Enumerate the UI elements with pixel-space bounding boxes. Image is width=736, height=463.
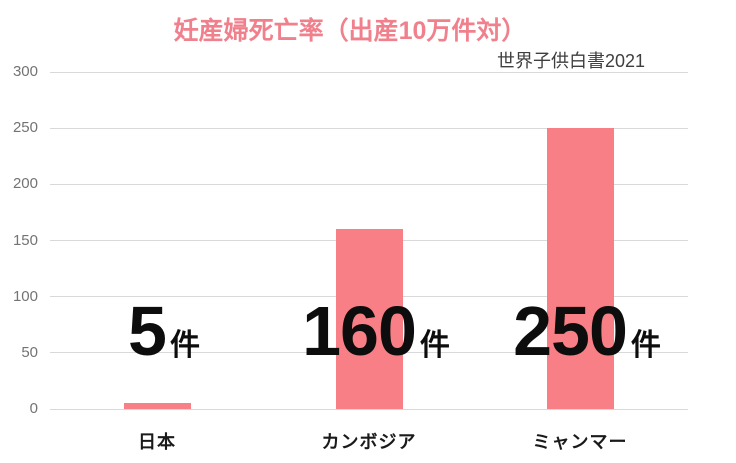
value-unit: 件 xyxy=(169,329,200,362)
y-tick-label-50: 50 xyxy=(21,343,38,361)
category-label-カンボジア: カンボジア xyxy=(321,432,417,452)
y-tick-label-300: 300 xyxy=(12,63,38,80)
bar-ミャンマー xyxy=(546,128,614,409)
gridline-250 xyxy=(50,127,688,129)
value-number: 160 xyxy=(302,292,417,370)
bar-日本 xyxy=(123,403,191,409)
source-label: 世界子供白書2021 xyxy=(497,51,646,71)
y-tick-label-0: 0 xyxy=(29,400,38,417)
value-number: 5 xyxy=(128,292,167,370)
y-tick-label-100: 100 xyxy=(12,287,38,305)
value-label-ミャンマー: 250 件 xyxy=(387,296,736,381)
plot-area: 0 50 100 150 200 250 300 5 件日本 160 件カンボジア 250 件ミャンマー xyxy=(13,63,688,452)
y-tick-label-200: 200 xyxy=(12,175,38,193)
category-label-日本: 日本 xyxy=(138,432,176,452)
y-tick-label-250: 250 xyxy=(12,119,38,137)
value-label-カンボジア: 160 件 xyxy=(176,296,576,381)
gridline-300 xyxy=(50,71,688,73)
gridline-200 xyxy=(50,183,688,185)
gridline-0 xyxy=(50,408,688,410)
y-tick-label-150: 150 xyxy=(12,231,38,249)
value-unit: 件 xyxy=(419,329,450,362)
value-number: 250 xyxy=(513,292,628,370)
chart-title: 妊産婦死亡率（出産10万件対） xyxy=(173,17,527,45)
category-label-ミャンマー: ミャンマー xyxy=(532,432,628,452)
bar-カンボジア xyxy=(335,229,403,409)
value-unit: 件 xyxy=(630,329,661,362)
